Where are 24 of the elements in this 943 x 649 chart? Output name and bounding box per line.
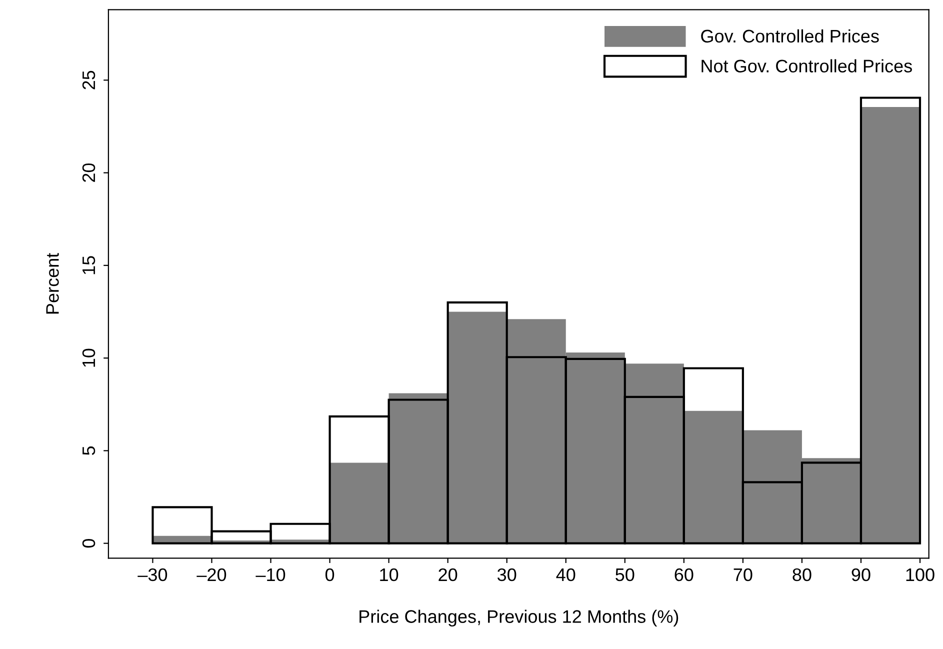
y-axis-title: Percent	[46, 252, 59, 314]
legend-label: Not Gov. Controlled Prices	[702, 59, 912, 72]
x-tick-label: 50	[616, 568, 634, 582]
y-tick-label: 5	[82, 446, 96, 455]
x-tick-label: 60	[674, 568, 694, 582]
y-tick-label: 10	[82, 348, 96, 367]
legend-label: Gov. Controlled Prices	[701, 29, 879, 43]
y-tick-label: 20	[82, 163, 96, 182]
x-tick-label: 20	[438, 568, 458, 582]
y-tick-label: 15	[82, 256, 96, 274]
x-tick-label: 0	[325, 568, 334, 582]
x-tick-label: 80	[792, 568, 812, 582]
x-tick-label: 100	[906, 568, 934, 582]
x-tick-label: –30	[138, 568, 168, 582]
x-tick-label: 10	[380, 568, 398, 582]
x-tick-label: 30	[497, 568, 516, 582]
x-axis-title: Price Changes, Previous 12 Months (%)	[360, 610, 678, 627]
x-tick-label: 40	[556, 568, 576, 582]
x-tick-label: –20	[196, 568, 226, 582]
y-tick-label: 25	[82, 70, 96, 90]
x-tick-label: –10	[256, 568, 286, 582]
y-tick-label: 0	[82, 539, 96, 548]
x-tick-label: 70	[734, 568, 752, 582]
x-tick-label: 90	[852, 568, 870, 582]
